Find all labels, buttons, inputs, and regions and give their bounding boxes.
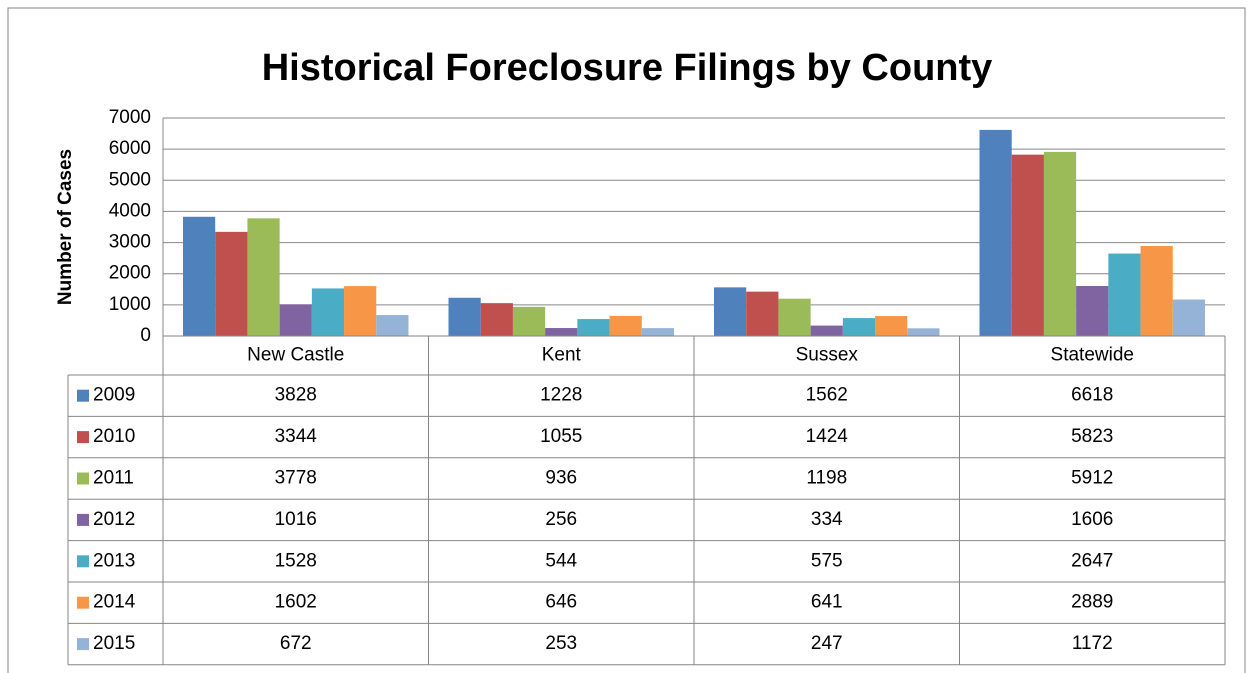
bar	[1140, 246, 1173, 336]
legend-key	[77, 596, 89, 609]
table-cell: 1172	[1072, 633, 1113, 654]
bar	[1076, 285, 1109, 336]
table-cell: 247	[811, 633, 843, 654]
bar	[279, 304, 312, 336]
y-tick-label: 6000	[109, 138, 151, 159]
legend-label: 2013	[93, 550, 135, 571]
bar	[480, 303, 513, 336]
bar	[778, 298, 811, 336]
legend-label: 2014	[93, 592, 136, 613]
legend-label: 2009	[93, 385, 135, 406]
table-cell: 646	[545, 592, 577, 613]
y-tick-label: 3000	[109, 232, 151, 253]
bar	[875, 316, 908, 336]
bar	[512, 306, 546, 336]
table-cell: 6618	[1071, 385, 1113, 406]
chart-title: Historical Foreclosure Filings by County	[262, 47, 993, 89]
x-tick-label: Sussex	[796, 345, 859, 366]
bar	[907, 328, 940, 336]
table-cell: 1424	[806, 426, 849, 447]
table-cell: 1055	[540, 426, 582, 447]
bar	[746, 291, 779, 336]
table-cell: 5912	[1071, 468, 1113, 489]
bar	[215, 231, 248, 336]
bar	[641, 328, 674, 336]
y-tick-label: 5000	[109, 169, 151, 190]
bar	[1108, 253, 1141, 336]
table-cell: 334	[811, 509, 843, 530]
bar	[979, 129, 1012, 336]
bar	[842, 318, 876, 336]
table-cell: 3828	[275, 385, 317, 406]
bar	[376, 315, 409, 336]
table-cell: 2647	[1071, 550, 1113, 571]
table-cell: 1016	[275, 509, 317, 530]
table-cell: 256	[545, 509, 577, 530]
bar	[609, 315, 642, 336]
y-tick-label: 7000	[109, 107, 151, 128]
bar	[545, 328, 578, 336]
table-cell: 936	[545, 468, 577, 489]
table-cell: 1606	[1071, 509, 1113, 530]
bar	[1172, 299, 1205, 336]
y-tick-label: 4000	[109, 200, 151, 221]
table-cell: 1228	[540, 385, 582, 406]
legend-key	[77, 431, 89, 444]
legend-label: 2015	[93, 633, 135, 654]
y-axis-title: Number of Cases	[55, 149, 76, 305]
table-cell: 1602	[275, 592, 317, 613]
table-cell: 544	[545, 550, 577, 571]
y-tick-label: 1000	[109, 294, 151, 315]
legend-key	[77, 389, 89, 402]
x-tick-label: Kent	[542, 345, 582, 366]
legend-label: 2010	[93, 426, 135, 447]
table-cell: 1198	[806, 468, 847, 489]
legend-key	[77, 513, 89, 526]
legend-key	[77, 555, 89, 568]
bar	[577, 319, 610, 336]
y-tick-label: 0	[140, 325, 151, 346]
legend-key	[77, 638, 89, 651]
bar	[448, 297, 481, 336]
table-cell: 641	[811, 592, 843, 613]
table-cell: 253	[545, 633, 577, 654]
y-tick-label: 2000	[109, 263, 151, 284]
table-cell: 5823	[1071, 426, 1113, 447]
bar	[1011, 154, 1044, 336]
x-tick-label: New Castle	[247, 345, 344, 366]
x-tick-label: Statewide	[1051, 345, 1134, 366]
bar	[247, 218, 280, 336]
chart-border	[7, 7, 1246, 673]
table-cell: 575	[811, 550, 843, 571]
legend-key	[77, 472, 89, 485]
bar	[344, 286, 377, 336]
bar	[311, 288, 345, 336]
bar	[810, 325, 843, 336]
legend-label: 2012	[93, 509, 135, 530]
table-cell: 3344	[275, 426, 318, 447]
table-cell: 672	[280, 633, 312, 654]
table-cell: 3778	[275, 468, 317, 489]
table-cell: 1562	[806, 385, 848, 406]
bar	[183, 216, 216, 336]
table-cell: 2889	[1071, 592, 1113, 613]
table-cell: 1528	[275, 550, 317, 571]
bar	[714, 287, 747, 336]
legend-label: 2011	[93, 468, 134, 489]
bar	[1043, 151, 1077, 336]
